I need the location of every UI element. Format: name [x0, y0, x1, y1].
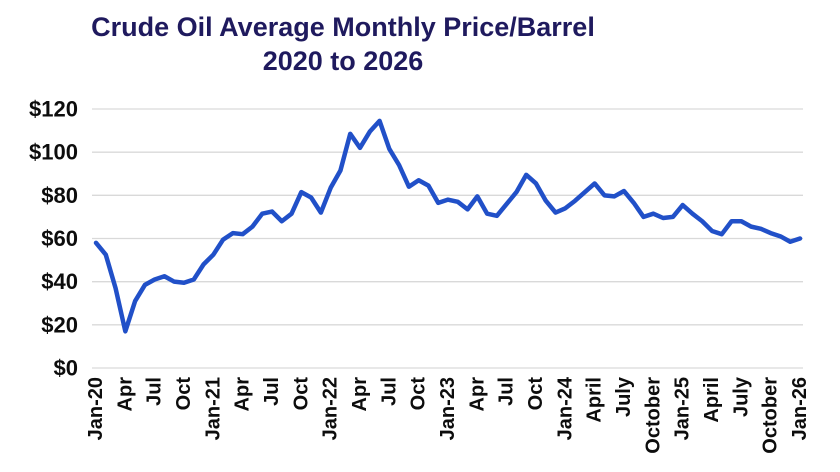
- x-tick-label: Jan-23: [437, 377, 459, 440]
- y-tick-label: $40: [41, 269, 78, 294]
- chart-title-line2: 2020 to 2026: [262, 46, 424, 76]
- x-tick-label: April: [701, 377, 723, 423]
- x-tick-label: Apr: [114, 377, 136, 412]
- x-tick-label: Jan-22: [320, 377, 342, 440]
- x-tick-label: Jan-24: [554, 376, 576, 440]
- x-tick-label: Oct: [525, 377, 547, 411]
- x-tick-label: Jan-25: [672, 377, 694, 440]
- x-tick-label: Apr: [349, 377, 371, 412]
- x-tick-label: Oct: [173, 377, 195, 411]
- x-tick-label: Jan-21: [202, 377, 224, 440]
- x-tick-label: April: [584, 377, 606, 423]
- y-tick-label: $0: [54, 356, 78, 381]
- x-tick-label: Jul: [378, 377, 400, 406]
- x-tick-label: Jul: [144, 377, 166, 406]
- x-tick-label: Jul: [261, 377, 283, 406]
- y-tick-label: $80: [41, 183, 78, 208]
- x-tick-label: July: [613, 376, 635, 417]
- x-tick-label: October: [642, 377, 664, 454]
- y-tick-label: $100: [29, 140, 78, 165]
- x-tick-label: Apr: [232, 377, 254, 412]
- x-tick-label: July: [730, 376, 752, 417]
- x-tick-label: Jan-26: [789, 377, 811, 440]
- x-tick-label: Jan-20: [85, 377, 107, 440]
- x-tick-label: Apr: [466, 377, 488, 412]
- y-tick-label: $60: [41, 226, 78, 251]
- price-line: [93, 118, 803, 334]
- x-tick-label: October: [760, 377, 782, 454]
- x-tick-label: Jul: [496, 377, 518, 406]
- y-tick-label: $20: [41, 312, 78, 337]
- x-tick-label: Oct: [290, 377, 312, 411]
- y-tick-label: $120: [29, 97, 78, 122]
- chart-title: Crude Oil Average Monthly Price/Barrel 2…: [5, 10, 681, 78]
- chart-title-line1: Crude Oil Average Monthly Price/Barrel: [91, 12, 595, 42]
- x-tick-label: Oct: [408, 377, 430, 411]
